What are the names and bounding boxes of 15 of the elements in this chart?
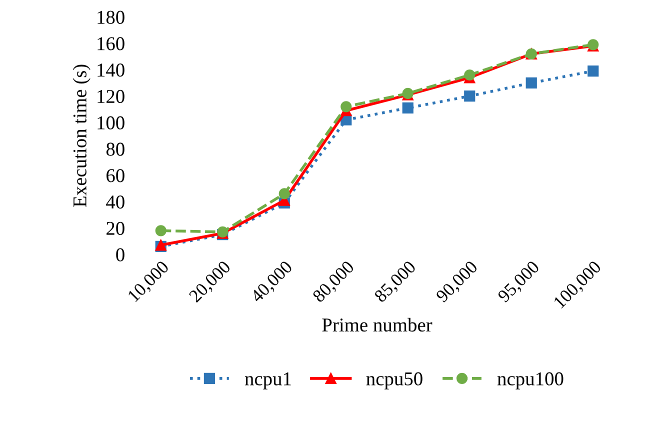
legend-label: ncpu50 [366,372,422,390]
y-tick-label: 60 [106,169,124,182]
y-tick-label: 140 [98,64,124,77]
legend-label: ncpu100 [497,372,564,390]
y-tick-label: 20 [106,222,124,235]
y-tick-label: 100 [98,116,124,130]
x-axis-title: Prime number [322,318,432,332]
y-tick-label: 180 [98,10,124,24]
y-tick-label: 160 [98,37,124,50]
y-tick-label: 40 [106,195,124,209]
y-tick-label: 80 [106,142,124,156]
y-tick-label: 120 [98,90,124,104]
y-tick-label: 0 [116,248,124,262]
legend-label: ncpu1 [244,372,291,390]
y-axis-title: Execution time (s) [72,64,90,207]
